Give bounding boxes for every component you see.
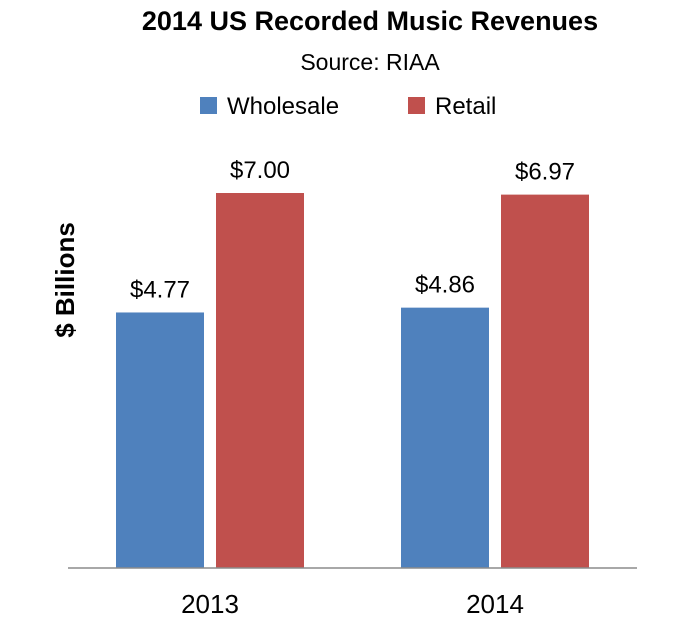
bar-wholesale-2014 [401, 307, 489, 568]
x-tick-labels-group: 2013 2014 [181, 589, 524, 619]
x-tick-label-2014: 2014 [466, 589, 524, 619]
data-label-retail-2014: $6.97 [515, 159, 575, 186]
y-axis-label: $ Billions [50, 222, 80, 338]
data-labels-group: $4.77 $7.00 $4.86 $6.97 [130, 157, 575, 303]
legend-swatch-wholesale [200, 97, 217, 114]
legend-label-retail: Retail [435, 93, 496, 120]
bars-group [116, 193, 589, 568]
legend-label-wholesale: Wholesale [227, 93, 339, 120]
x-tick-label-2013: 2013 [181, 589, 239, 619]
data-label-retail-2013: $7.00 [230, 157, 290, 184]
bar-retail-2013 [216, 193, 304, 568]
data-label-wholesale-2014: $4.86 [415, 272, 475, 299]
chart-title: 2014 US Recorded Music Revenues [142, 6, 598, 36]
legend: Wholesale Retail [200, 93, 496, 120]
chart-subtitle: Source: RIAA [300, 49, 440, 75]
bar-wholesale-2013 [116, 312, 204, 568]
legend-swatch-retail [408, 97, 425, 114]
bar-retail-2014 [501, 194, 589, 568]
data-label-wholesale-2013: $4.77 [130, 276, 190, 303]
